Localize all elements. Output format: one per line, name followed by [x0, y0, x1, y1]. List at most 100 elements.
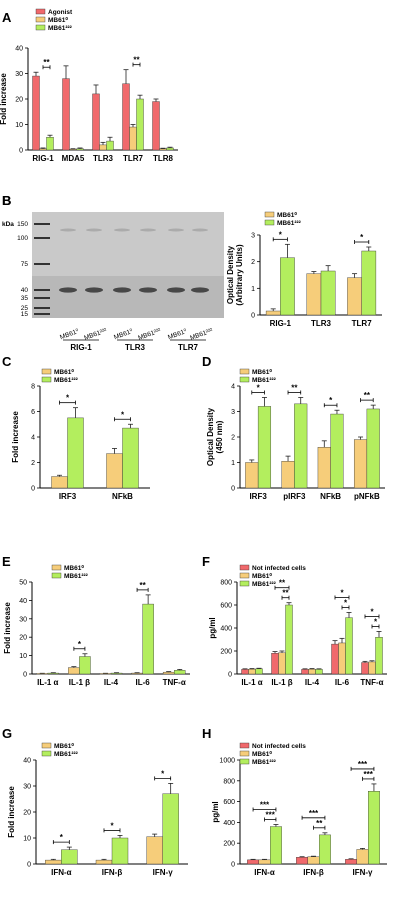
ladder-band — [34, 263, 50, 265]
panel-label: C — [2, 354, 12, 369]
legend-label: MB61⁰ — [252, 750, 272, 758]
category-label: IRF3 — [59, 492, 77, 501]
kda-marker: 35 — [21, 295, 29, 302]
legend-swatch — [51, 564, 62, 571]
category-label: TNF-α — [163, 678, 186, 687]
legend-label: MB61⁰ — [54, 368, 74, 376]
y-axis-label: Fold increase — [7, 786, 16, 838]
bar — [122, 83, 130, 151]
y-tick-label: 0 — [23, 672, 27, 679]
bar — [146, 836, 163, 865]
bar — [46, 137, 54, 151]
legend-swatch — [35, 8, 46, 15]
bar — [375, 637, 383, 675]
bar — [330, 413, 344, 489]
category-label: TLR3 — [311, 319, 332, 328]
bar — [122, 427, 139, 489]
bar — [320, 270, 336, 316]
kda-marker: 40 — [21, 287, 29, 294]
significance-label: * — [257, 383, 261, 392]
bar — [245, 462, 259, 489]
category-label: IL-4 — [104, 678, 119, 687]
y-tick-label: 30 — [15, 71, 23, 78]
bar — [319, 834, 331, 865]
legend-label: MB61²²² — [64, 573, 89, 580]
y-tick-label: 1 — [231, 460, 235, 467]
category-label: IFN-β — [102, 868, 123, 877]
ladder-band — [34, 237, 50, 239]
legend-swatch — [239, 564, 250, 571]
category-label: IFN-α — [254, 868, 275, 877]
category-label: IL-1 α — [37, 678, 58, 687]
panel-label: G — [2, 726, 12, 741]
bar — [76, 148, 84, 151]
bar — [166, 147, 174, 151]
bar — [159, 148, 167, 151]
bar — [265, 310, 281, 316]
y-tick-label: 400 — [223, 820, 235, 827]
bar — [356, 849, 369, 865]
bar — [271, 653, 279, 675]
legend-swatch — [41, 368, 52, 375]
kda-marker: 75 — [21, 261, 29, 268]
y-tick-label: 4 — [31, 435, 35, 442]
bar — [258, 859, 271, 865]
significance-label: ** — [43, 58, 50, 67]
y-tick-label: 0 — [27, 862, 31, 869]
bar — [317, 447, 331, 489]
significance-label: * — [78, 640, 82, 649]
significance-label: * — [360, 233, 364, 242]
category-label: IL-6 — [135, 678, 150, 687]
faint-band — [168, 228, 184, 232]
category-label: IFN-γ — [353, 868, 374, 877]
significance-label: * — [60, 833, 64, 842]
legend-swatch — [41, 376, 52, 383]
category-label: IL-1 β — [271, 678, 292, 687]
y-tick-label: 20 — [19, 635, 27, 642]
bar — [308, 668, 316, 675]
legend-label: MB61²²² — [252, 377, 277, 384]
bar — [278, 652, 286, 675]
y-tick-label: 10 — [15, 122, 23, 129]
bar — [136, 98, 144, 151]
y-tick-label: 50 — [19, 580, 27, 587]
panel-h: H 0 200 400 600 800 1000 pg/ml IFN-α IFN-β IFN-γ **… — [202, 726, 387, 877]
significance-label: * — [340, 588, 344, 597]
significance-label: * — [344, 598, 348, 607]
significance-label: ** — [139, 581, 146, 590]
bar — [131, 672, 143, 675]
significance-label: ** — [291, 383, 298, 392]
y-axis-label: Fold increase — [3, 602, 12, 654]
panel-c: C 0 2 4 6 8 Fold increase IRF3 NFkB * * MB61⁰MB61²²… — [2, 354, 150, 501]
legend-label: MB61²²² — [54, 751, 79, 758]
bar — [345, 617, 353, 675]
bar — [255, 668, 263, 675]
bar — [67, 417, 84, 489]
legend-swatch — [35, 24, 46, 31]
bar — [301, 669, 309, 675]
bar — [173, 670, 186, 675]
protein-band — [85, 287, 103, 293]
legend-swatch — [239, 758, 250, 765]
y-tick-label: 200 — [220, 649, 232, 656]
panel-label: D — [202, 354, 211, 369]
ladder-band — [34, 313, 50, 315]
category-label: IL-1 α — [241, 678, 262, 687]
y-tick-label: 6 — [31, 409, 35, 416]
y-tick-label: 1000 — [219, 758, 235, 765]
y-axis-label: pg/ml — [208, 617, 217, 638]
bar — [39, 148, 47, 151]
category-label: pNFkB — [354, 492, 380, 501]
bar — [241, 669, 249, 675]
significance-label: ** — [133, 56, 140, 65]
panel-label: B — [2, 193, 11, 208]
protein-band — [167, 287, 185, 293]
bar — [353, 439, 368, 489]
bar — [347, 277, 362, 316]
category-label: IL-6 — [335, 678, 350, 687]
legend-label: Agonist — [48, 9, 73, 16]
kda-marker: 25 — [21, 305, 29, 312]
bar — [294, 403, 308, 489]
lane-label: MB61⁰ — [59, 327, 81, 341]
